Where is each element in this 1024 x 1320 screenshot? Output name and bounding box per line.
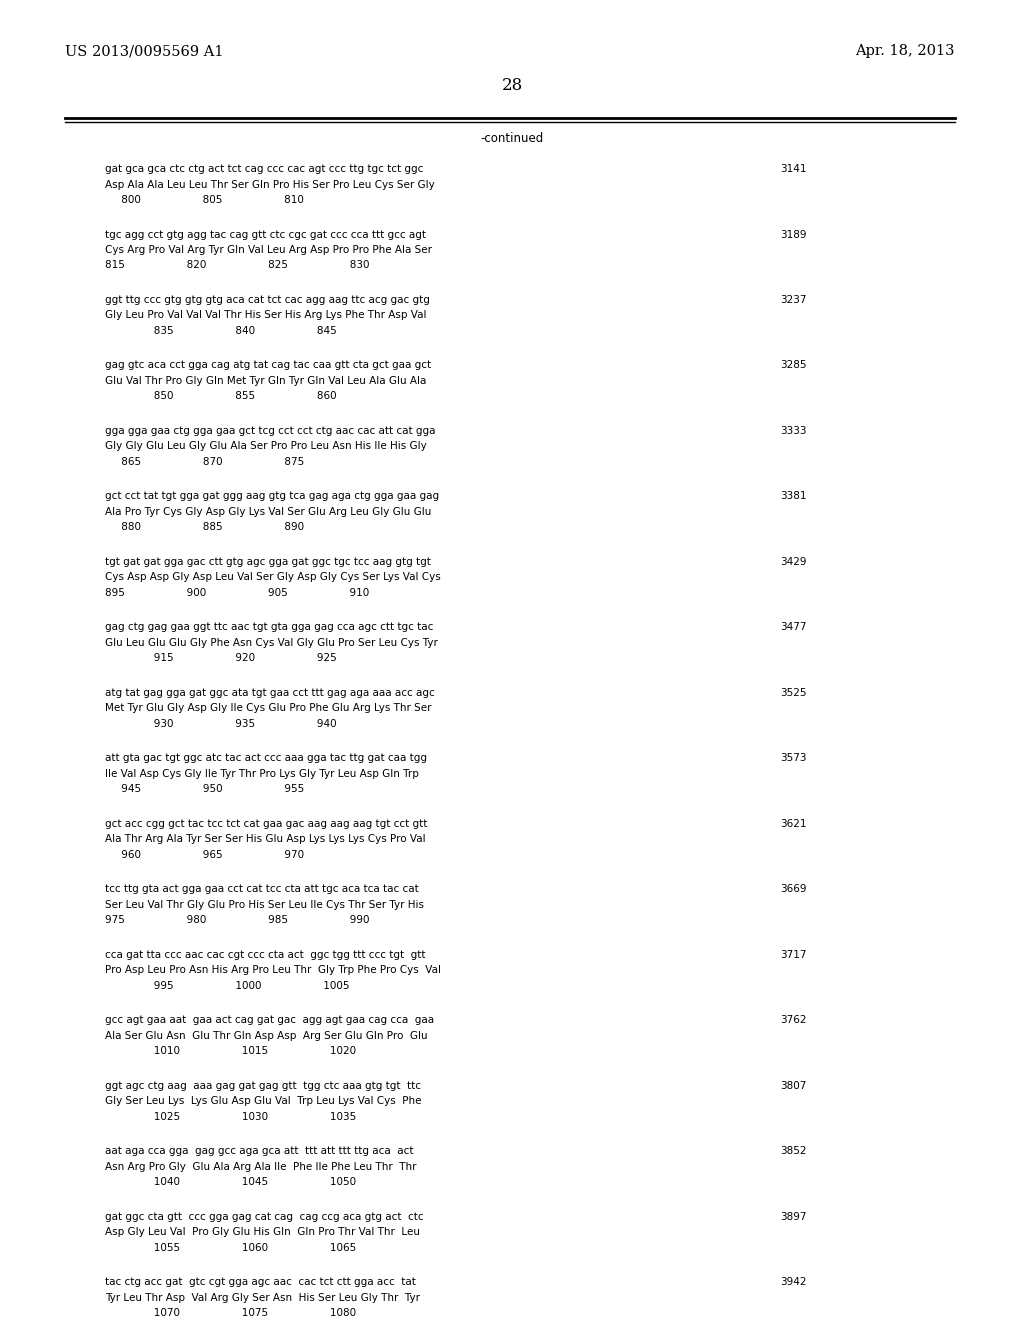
Text: 930                   935                   940: 930 935 940 (105, 719, 337, 729)
Text: Asn Arg Pro Gly  Glu Ala Arg Ala Ile  Phe Ile Phe Leu Thr  Thr: Asn Arg Pro Gly Glu Ala Arg Ala Ile Phe … (105, 1162, 417, 1172)
Text: tcc ttg gta act gga gaa cct cat tcc cta att tgc aca tca tac cat: tcc ttg gta act gga gaa cct cat tcc cta … (105, 884, 419, 895)
Text: gag gtc aca cct gga cag atg tat cag tac caa gtt cta gct gaa gct: gag gtc aca cct gga cag atg tat cag tac … (105, 360, 431, 371)
Text: Cys Asp Asp Gly Asp Leu Val Ser Gly Asp Gly Cys Ser Lys Val Cys: Cys Asp Asp Gly Asp Leu Val Ser Gly Asp … (105, 573, 440, 582)
Text: gga gga gaa ctg gga gaa gct tcg cct cct ctg aac cac att cat gga: gga gga gaa ctg gga gaa gct tcg cct cct … (105, 426, 435, 436)
Text: 815                   820                   825                   830: 815 820 825 830 (105, 260, 370, 271)
Text: US 2013/0095569 A1: US 2013/0095569 A1 (65, 44, 223, 58)
Text: 28: 28 (502, 77, 522, 94)
Text: 3429: 3429 (780, 557, 807, 568)
Text: 945                   950                   955: 945 950 955 (105, 784, 304, 795)
Text: 3621: 3621 (780, 818, 807, 829)
Text: Pro Asp Leu Pro Asn His Arg Pro Leu Thr  Gly Trp Phe Pro Cys  Val: Pro Asp Leu Pro Asn His Arg Pro Leu Thr … (105, 965, 441, 975)
Text: Met Tyr Glu Gly Asp Gly Ile Cys Glu Pro Phe Glu Arg Lys Thr Ser: Met Tyr Glu Gly Asp Gly Ile Cys Glu Pro … (105, 704, 431, 714)
Text: 975                   980                   985                   990: 975 980 985 990 (105, 916, 370, 925)
Text: 1010                   1015                   1020: 1010 1015 1020 (105, 1047, 356, 1056)
Text: 3573: 3573 (780, 754, 807, 763)
Text: Apr. 18, 2013: Apr. 18, 2013 (855, 44, 955, 58)
Text: 3942: 3942 (780, 1278, 807, 1287)
Text: ggt ttg ccc gtg gtg gtg aca cat tct cac agg aag ttc acg gac gtg: ggt ttg ccc gtg gtg gtg aca cat tct cac … (105, 294, 430, 305)
Text: Glu Leu Glu Glu Gly Phe Asn Cys Val Gly Glu Pro Ser Leu Cys Tyr: Glu Leu Glu Glu Gly Phe Asn Cys Val Gly … (105, 638, 438, 648)
Text: 3477: 3477 (780, 623, 807, 632)
Text: 1040                   1045                   1050: 1040 1045 1050 (105, 1177, 356, 1188)
Text: 850                   855                   860: 850 855 860 (105, 392, 337, 401)
Text: Ala Ser Glu Asn  Glu Thr Gln Asp Asp  Arg Ser Glu Gln Pro  Glu: Ala Ser Glu Asn Glu Thr Gln Asp Asp Arg … (105, 1031, 428, 1041)
Text: gct cct tat tgt gga gat ggg aag gtg tca gag aga ctg gga gaa gag: gct cct tat tgt gga gat ggg aag gtg tca … (105, 491, 439, 502)
Text: 3525: 3525 (780, 688, 807, 698)
Text: Gly Gly Glu Leu Gly Glu Ala Ser Pro Pro Leu Asn His Ile His Gly: Gly Gly Glu Leu Gly Glu Ala Ser Pro Pro … (105, 441, 427, 451)
Text: 3807: 3807 (780, 1081, 806, 1092)
Text: atg tat gag gga gat ggc ata tgt gaa cct ttt gag aga aaa acc agc: atg tat gag gga gat ggc ata tgt gaa cct … (105, 688, 435, 698)
Text: Tyr Leu Thr Asp  Val Arg Gly Ser Asn  His Ser Leu Gly Thr  Tyr: Tyr Leu Thr Asp Val Arg Gly Ser Asn His … (105, 1294, 420, 1303)
Text: tgc agg cct gtg agg tac cag gtt ctc cgc gat ccc cca ttt gcc agt: tgc agg cct gtg agg tac cag gtt ctc cgc … (105, 230, 426, 239)
Text: Ser Leu Val Thr Gly Glu Pro His Ser Leu Ile Cys Thr Ser Tyr His: Ser Leu Val Thr Gly Glu Pro His Ser Leu … (105, 900, 424, 909)
Text: gat ggc cta gtt  ccc gga gag cat cag  cag ccg aca gtg act  ctc: gat ggc cta gtt ccc gga gag cat cag cag … (105, 1212, 424, 1222)
Text: att gta gac tgt ggc atc tac act ccc aaa gga tac ttg gat caa tgg: att gta gac tgt ggc atc tac act ccc aaa … (105, 754, 427, 763)
Text: 1025                   1030                   1035: 1025 1030 1035 (105, 1111, 356, 1122)
Text: 3189: 3189 (780, 230, 807, 239)
Text: 1055                   1060                   1065: 1055 1060 1065 (105, 1243, 356, 1253)
Text: 3669: 3669 (780, 884, 807, 895)
Text: Gly Leu Pro Val Val Val Thr His Ser His Arg Lys Phe Thr Asp Val: Gly Leu Pro Val Val Val Thr His Ser His … (105, 310, 427, 321)
Text: Glu Val Thr Pro Gly Gln Met Tyr Gln Tyr Gln Val Leu Ala Glu Ala: Glu Val Thr Pro Gly Gln Met Tyr Gln Tyr … (105, 376, 426, 385)
Text: Cys Arg Pro Val Arg Tyr Gln Val Leu Arg Asp Pro Pro Phe Ala Ser: Cys Arg Pro Val Arg Tyr Gln Val Leu Arg … (105, 246, 432, 255)
Text: 960                   965                   970: 960 965 970 (105, 850, 304, 861)
Text: 3381: 3381 (780, 491, 807, 502)
Text: 3717: 3717 (780, 950, 807, 960)
Text: 915                   920                   925: 915 920 925 (105, 653, 337, 664)
Text: Asp Gly Leu Val  Pro Gly Glu His Gln  Gln Pro Thr Val Thr  Leu: Asp Gly Leu Val Pro Gly Glu His Gln Gln … (105, 1228, 420, 1237)
Text: 995                   1000                   1005: 995 1000 1005 (105, 981, 349, 991)
Text: Ala Pro Tyr Cys Gly Asp Gly Lys Val Ser Glu Arg Leu Gly Glu Glu: Ala Pro Tyr Cys Gly Asp Gly Lys Val Ser … (105, 507, 431, 517)
Text: Asp Ala Ala Leu Leu Thr Ser Gln Pro His Ser Pro Leu Cys Ser Gly: Asp Ala Ala Leu Leu Thr Ser Gln Pro His … (105, 180, 435, 190)
Text: gcc agt gaa aat  gaa act cag gat gac  agg agt gaa cag cca  gaa: gcc agt gaa aat gaa act cag gat gac agg … (105, 1015, 434, 1026)
Text: Gly Ser Leu Lys  Lys Glu Asp Glu Val  Trp Leu Lys Val Cys  Phe: Gly Ser Leu Lys Lys Glu Asp Glu Val Trp … (105, 1097, 422, 1106)
Text: Ala Thr Arg Ala Tyr Ser Ser His Glu Asp Lys Lys Lys Cys Pro Val: Ala Thr Arg Ala Tyr Ser Ser His Glu Asp … (105, 834, 426, 845)
Text: 865                   870                   875: 865 870 875 (105, 457, 304, 467)
Text: 895                   900                   905                   910: 895 900 905 910 (105, 587, 370, 598)
Text: gct acc cgg gct tac tcc tct cat gaa gac aag aag aag tgt cct gtt: gct acc cgg gct tac tcc tct cat gaa gac … (105, 818, 427, 829)
Text: gag ctg gag gaa ggt ttc aac tgt gta gga gag cca agc ctt tgc tac: gag ctg gag gaa ggt ttc aac tgt gta gga … (105, 623, 433, 632)
Text: 3141: 3141 (780, 164, 807, 174)
Text: cca gat tta ccc aac cac cgt ccc cta act  ggc tgg ttt ccc tgt  gtt: cca gat tta ccc aac cac cgt ccc cta act … (105, 950, 426, 960)
Text: gat gca gca ctc ctg act tct cag ccc cac agt ccc ttg tgc tct ggc: gat gca gca ctc ctg act tct cag ccc cac … (105, 164, 423, 174)
Text: 880                   885                   890: 880 885 890 (105, 523, 304, 532)
Text: tac ctg acc gat  gtc cgt gga agc aac  cac tct ctt gga acc  tat: tac ctg acc gat gtc cgt gga agc aac cac … (105, 1278, 416, 1287)
Text: 1070                   1075                   1080: 1070 1075 1080 (105, 1308, 356, 1319)
Text: -continued: -continued (480, 132, 544, 145)
Text: 3897: 3897 (780, 1212, 807, 1222)
Text: 3852: 3852 (780, 1147, 807, 1156)
Text: aat aga cca gga  gag gcc aga gca att  ttt att ttt ttg aca  act: aat aga cca gga gag gcc aga gca att ttt … (105, 1147, 414, 1156)
Text: 3762: 3762 (780, 1015, 807, 1026)
Text: 3333: 3333 (780, 426, 807, 436)
Text: 800                   805                   810: 800 805 810 (105, 195, 304, 205)
Text: ggt agc ctg aag  aaa gag gat gag gtt  tgg ctc aaa gtg tgt  ttc: ggt agc ctg aag aaa gag gat gag gtt tgg … (105, 1081, 421, 1092)
Text: 3237: 3237 (780, 294, 807, 305)
Text: Ile Val Asp Cys Gly Ile Tyr Thr Pro Lys Gly Tyr Leu Asp Gln Trp: Ile Val Asp Cys Gly Ile Tyr Thr Pro Lys … (105, 770, 419, 779)
Text: 835                   840                   845: 835 840 845 (105, 326, 337, 337)
Text: tgt gat gat gga gac ctt gtg agc gga gat ggc tgc tcc aag gtg tgt: tgt gat gat gga gac ctt gtg agc gga gat … (105, 557, 431, 568)
Text: 3285: 3285 (780, 360, 807, 371)
